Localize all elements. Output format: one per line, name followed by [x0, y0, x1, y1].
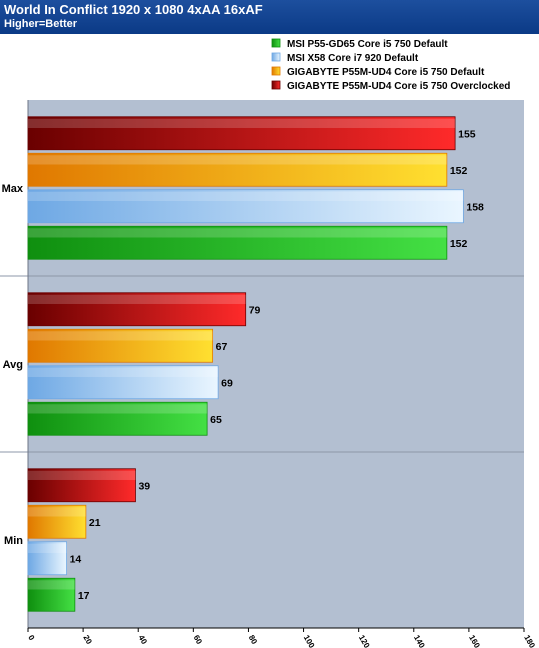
bar-avg-blue — [27, 365, 219, 400]
chart-header: World In Conflict 1920 x 1080 4xAA 16xAF… — [0, 0, 539, 34]
category-label-avg: Avg — [3, 359, 23, 371]
bar-highlight — [28, 367, 219, 377]
bar-min-blue — [27, 541, 67, 576]
bar-min-orange — [27, 504, 87, 539]
legend: MSI P55-GD65 Core i5 750 Default MSI X58 … — [262, 34, 539, 96]
value-label: 69 — [221, 377, 233, 389]
bar-highlight — [28, 404, 208, 414]
bar-highlight — [28, 331, 213, 341]
bar-highlight — [28, 543, 67, 553]
chart-title: World In Conflict 1920 x 1080 4xAA 16xAF — [4, 2, 263, 17]
bar-max-blue — [27, 189, 464, 224]
bar-max-orange — [27, 152, 448, 187]
bar-highlight — [28, 228, 447, 238]
bar-min-red — [27, 468, 136, 503]
legend-label: GIGABYTE P55M-UD4 Core i5 750 Overclocke… — [287, 81, 510, 92]
bar-avg-orange — [27, 328, 214, 363]
value-label: 79 — [249, 304, 261, 316]
bar-highlight — [28, 507, 86, 517]
x-tick-label: 0 — [26, 634, 36, 643]
x-tick-label: 60 — [192, 634, 205, 647]
x-tick-label: 40 — [136, 634, 149, 647]
x-tick-label: 140 — [412, 634, 427, 648]
bar-min-green — [27, 577, 76, 612]
category-label-min: Min — [4, 535, 23, 547]
chart-subtitle: Higher=Better — [4, 18, 78, 30]
value-label: 17 — [78, 590, 90, 602]
legend-label: GIGABYTE P55M-UD4 Core i5 750 Default — [287, 67, 485, 78]
value-label: 158 — [466, 201, 484, 213]
bar-highlight — [28, 118, 456, 128]
bar-highlight — [28, 155, 447, 165]
x-tick-label: 80 — [247, 634, 260, 647]
value-label: 152 — [450, 238, 468, 250]
value-label: 39 — [138, 480, 150, 492]
legend-swatch-green — [271, 38, 281, 48]
bar-highlight — [28, 294, 246, 304]
x-tick-label: 160 — [467, 634, 482, 648]
value-label: 21 — [89, 517, 101, 529]
bar-avg-red — [27, 292, 247, 327]
legend-swatch-red — [271, 80, 281, 90]
value-label: 14 — [70, 553, 82, 565]
x-tick-label: 120 — [357, 634, 372, 648]
category-label-max: Max — [2, 183, 24, 195]
x-tick-label: 100 — [302, 634, 317, 648]
x-tick-label: 180 — [522, 634, 537, 648]
legend-swatch-orange — [271, 66, 281, 76]
value-label: 155 — [458, 128, 476, 140]
x-tick-label: 20 — [81, 634, 94, 647]
bars — [27, 116, 464, 612]
bar-highlight — [28, 470, 136, 480]
value-label: 152 — [450, 165, 468, 177]
bar-highlight — [28, 580, 75, 590]
x-axis: 0 20 40 60 80 100 120 140 160 180 — [26, 627, 537, 648]
bar-highlight — [28, 191, 464, 201]
bar-max-green — [27, 225, 448, 260]
legend-box — [262, 34, 539, 96]
value-label: 67 — [216, 341, 228, 353]
category-labels: Max Avg Min — [2, 183, 24, 547]
bar-max-red — [27, 116, 456, 151]
legend-label: MSI P55-GD65 Core i5 750 Default — [287, 39, 448, 50]
legend-swatch-blue — [271, 52, 281, 62]
legend-label: MSI X58 Core i7 920 Default — [287, 53, 419, 64]
bar-avg-green — [27, 401, 208, 436]
value-labels: 155 152 158 152 79 67 69 65 39 21 14 17 — [70, 128, 484, 602]
value-label: 65 — [210, 414, 222, 426]
